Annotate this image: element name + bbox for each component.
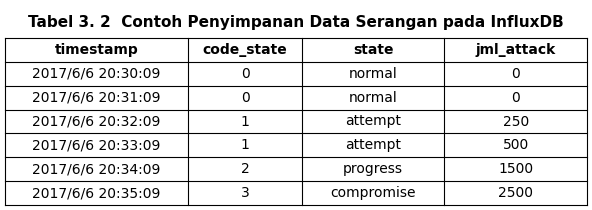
Text: 1: 1 bbox=[240, 114, 249, 129]
Text: 2017/6/6 20:35:09: 2017/6/6 20:35:09 bbox=[33, 186, 161, 200]
Text: jml_attack: jml_attack bbox=[475, 43, 556, 57]
Text: 2017/6/6 20:33:09: 2017/6/6 20:33:09 bbox=[33, 138, 161, 152]
Text: 2017/6/6 20:32:09: 2017/6/6 20:32:09 bbox=[33, 114, 161, 129]
Text: 2017/6/6 20:31:09: 2017/6/6 20:31:09 bbox=[33, 91, 161, 105]
Text: 2017/6/6 20:34:09: 2017/6/6 20:34:09 bbox=[33, 162, 161, 176]
Text: 0: 0 bbox=[511, 67, 520, 81]
Text: progress: progress bbox=[343, 162, 403, 176]
Text: 1500: 1500 bbox=[498, 162, 533, 176]
Text: attempt: attempt bbox=[345, 114, 401, 129]
Text: 250: 250 bbox=[503, 114, 529, 129]
Text: 0: 0 bbox=[241, 67, 249, 81]
Text: normal: normal bbox=[349, 91, 397, 105]
Text: 2017/6/6 20:30:09: 2017/6/6 20:30:09 bbox=[33, 67, 161, 81]
Text: 0: 0 bbox=[241, 91, 249, 105]
Text: code_state: code_state bbox=[202, 43, 288, 57]
Text: Tabel 3. 2  Contoh Penyimpanan Data Serangan pada InfluxDB: Tabel 3. 2 Contoh Penyimpanan Data Seran… bbox=[28, 15, 564, 30]
Text: normal: normal bbox=[349, 67, 397, 81]
Text: attempt: attempt bbox=[345, 138, 401, 152]
Text: 2: 2 bbox=[241, 162, 249, 176]
Text: state: state bbox=[353, 43, 393, 57]
Text: 3: 3 bbox=[241, 186, 249, 200]
Text: timestamp: timestamp bbox=[55, 43, 139, 57]
Text: compromise: compromise bbox=[330, 186, 416, 200]
Text: 500: 500 bbox=[503, 138, 529, 152]
Text: 1: 1 bbox=[240, 138, 249, 152]
Text: 0: 0 bbox=[511, 91, 520, 105]
Text: 2500: 2500 bbox=[498, 186, 533, 200]
